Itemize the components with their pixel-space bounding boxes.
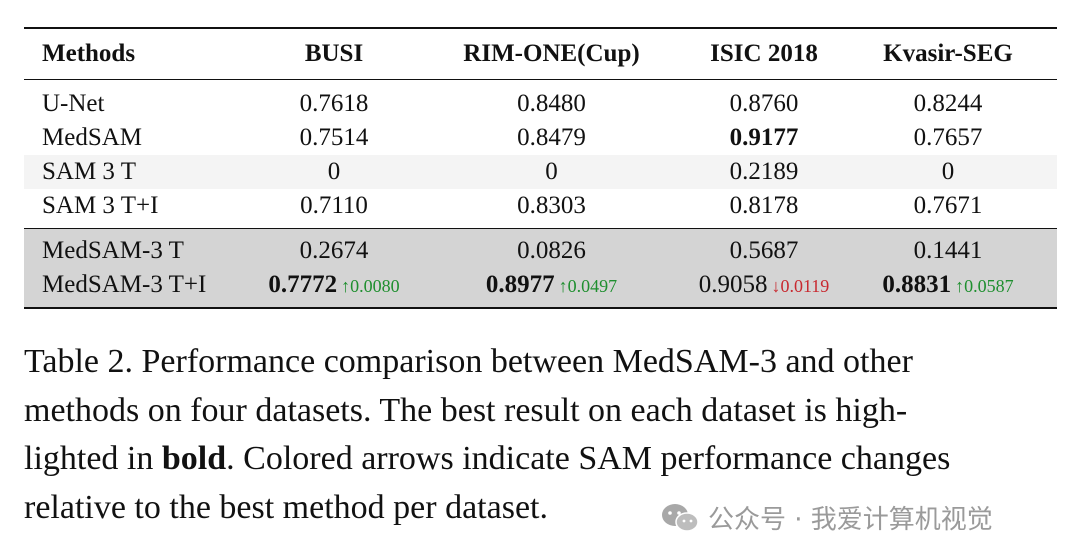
value-cell: 0.8831 ↑0.0587 <box>839 271 1057 299</box>
best-value: 0.8831 <box>882 271 952 298</box>
value-cell: 0.8760 <box>729 90 799 117</box>
results-table: Methods BUSI RIM-ONE(Cup) ISIC 2018 Kvas… <box>24 27 1057 309</box>
table-row: SAM 3 T+I 0.7110 0.8303 0.8178 0.7671 <box>24 189 1057 223</box>
baseline-group: U-Net 0.7618 0.8480 0.8760 0.8244 MedSAM… <box>24 80 1057 228</box>
header-methods: Methods <box>42 40 136 67</box>
value-cell: 0 <box>327 158 341 185</box>
best-value: 0.8977 <box>485 271 555 298</box>
top-rule <box>24 27 1057 29</box>
header-rim-one: RIM-ONE(Cup) <box>463 40 640 67</box>
delta-up: ↑0.0497 <box>558 276 618 296</box>
value-cell: 0.7772 ↑0.0080 <box>254 271 414 299</box>
table-caption: Table 2. Performance comparison between … <box>24 338 1059 532</box>
value-cell: 0.5687 <box>729 237 799 264</box>
method-cell: MedSAM-3 T <box>42 237 184 264</box>
value: 0.9058 <box>698 271 768 298</box>
method-cell: SAM 3 T+I <box>42 192 159 219</box>
delta-down: ↓0.0119 <box>771 276 830 296</box>
caption-line: lighted in bold. Colored arrows indicate… <box>24 435 1059 484</box>
value-cell: 0.7671 <box>913 192 983 219</box>
delta-up: ↑0.0587 <box>955 276 1014 296</box>
header-rule <box>24 79 1057 80</box>
method-cell: MedSAM-3 T+I <box>42 271 207 298</box>
best-value: 0.7772 <box>268 271 338 298</box>
table-row: U-Net 0.7618 0.8480 0.8760 0.8244 <box>24 87 1057 121</box>
method-cell: SAM 3 T <box>42 158 137 185</box>
value-cell: 0.1441 <box>913 237 983 264</box>
caption-line: Table 2. Performance comparison between … <box>24 343 913 380</box>
value-cell: 0.8479 <box>517 124 586 151</box>
wechat-icon <box>662 503 699 532</box>
caption-text: lighted in <box>24 440 162 477</box>
value-cell: 0.8178 <box>729 192 799 219</box>
caption-line: methods on four datasets. The best resul… <box>24 391 908 429</box>
caption-text: . Colored arrows indicate SAM performanc… <box>226 440 951 477</box>
value-cell: 0.7110 <box>300 192 368 219</box>
table-row: MedSAM-3 T 0.2674 0.0826 0.5687 0.1441 <box>24 234 1057 268</box>
header-kvasir: Kvasir-SEG <box>883 40 1013 67</box>
group-rule <box>24 228 1057 229</box>
best-value-cell: 0.9177 <box>729 124 799 151</box>
medsam3-group: MedSAM-3 T 0.2674 0.0826 0.5687 0.1441 M… <box>24 229 1057 307</box>
value-cell: 0.2674 <box>299 237 369 264</box>
table-header-row: Methods BUSI RIM-ONE(Cup) ISIC 2018 Kvas… <box>24 29 1057 79</box>
value-cell: 0.9058 ↓0.0119 <box>689 271 839 299</box>
value-cell: 0 <box>941 158 955 185</box>
value-cell: 0.2189 <box>729 158 799 185</box>
value-cell: 0.0826 <box>517 237 586 264</box>
header-isic: ISIC 2018 <box>710 40 818 67</box>
value-cell: 0.7514 <box>299 124 369 151</box>
table-row: MedSAM 0.7514 0.8479 0.9177 0.7657 <box>24 121 1057 155</box>
value-cell: 0.8480 <box>517 90 586 117</box>
table-row: MedSAM-3 T+I 0.7772 ↑0.0080 0.8977 ↑0.0497… <box>24 268 1057 302</box>
delta-up: ↑0.0080 <box>341 276 400 296</box>
value-cell: 0.8303 <box>517 192 586 219</box>
watermark-text: 公众号 · 我爱计算机视觉 <box>708 505 993 535</box>
header-busi: BUSI <box>304 40 364 67</box>
watermark: 公众号 · 我爱计算机视觉 <box>660 499 993 536</box>
value-cell: 0.7618 <box>299 90 369 117</box>
value-cell: 0.7657 <box>913 124 983 151</box>
caption-line: relative to the best method per dataset. <box>24 488 548 526</box>
method-cell: MedSAM <box>42 124 143 151</box>
value-cell: 0 <box>545 158 558 185</box>
value-cell: 0.8244 <box>913 90 983 117</box>
method-cell: U-Net <box>42 90 105 117</box>
bottom-rule <box>24 307 1057 309</box>
value-cell: 0.8977 ↑0.0497 <box>414 271 689 299</box>
table-row: SAM 3 T 0 0 0.2189 0 <box>24 155 1057 189</box>
caption-bold-word: bold <box>161 440 227 477</box>
